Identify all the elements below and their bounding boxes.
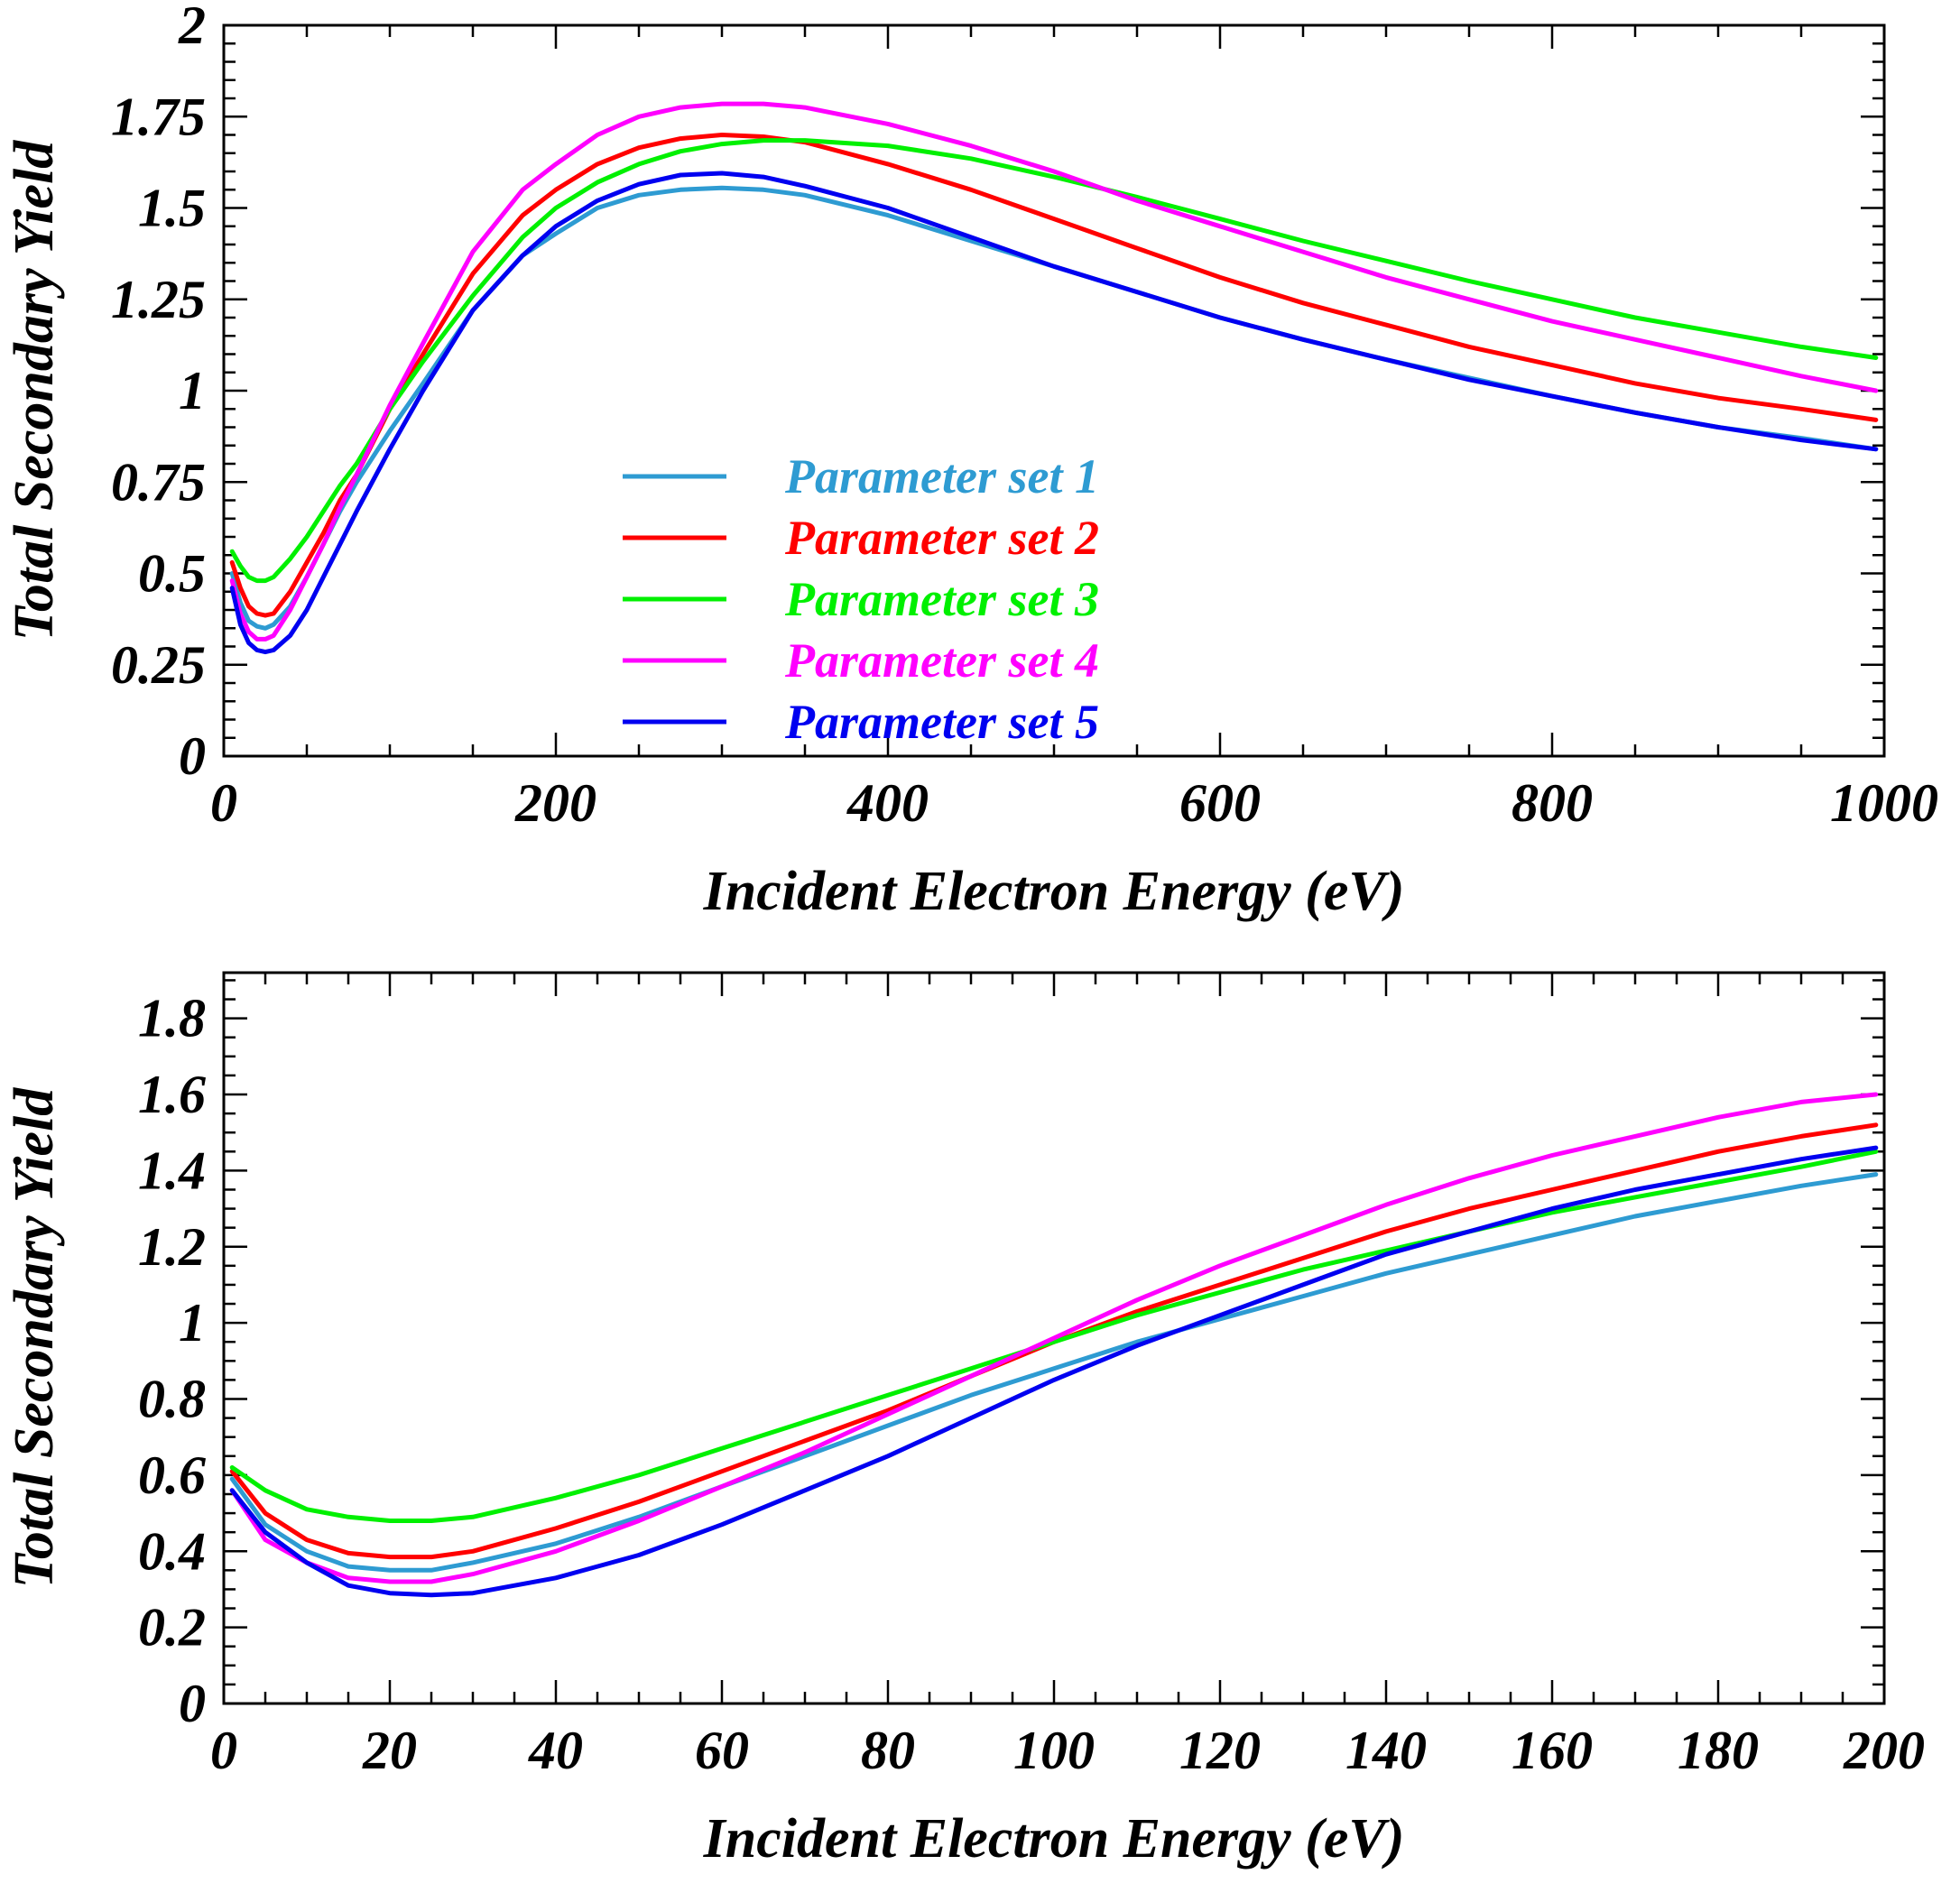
y-tick-label: 0.2 [138, 1598, 206, 1657]
y-tick-label: 0.75 [111, 452, 206, 512]
x-axis-title: Incident Electron Energy (eV) [703, 1808, 1405, 1870]
legend-label-4: Parameter set 4 [784, 633, 1099, 688]
x-tick-label: 0 [210, 1721, 237, 1780]
bottom-chart-panel: 0 20 40 60 80 100 120 140 160 180 200 0 0.2 0.4 0.6 0.8… [4, 971, 1925, 1870]
y-tick-label: 1 [179, 361, 206, 420]
x-tick-label: 0 [210, 773, 237, 833]
y-tick-label: 0 [179, 726, 206, 786]
y-axis-title: Total Secondary Yield [4, 1087, 65, 1589]
y-tick-label: 1.25 [111, 270, 206, 329]
y-tick-label: 0.8 [138, 1370, 206, 1429]
legend-label-1: Parameter set 1 [784, 449, 1099, 503]
x-tick-label: 400 [846, 773, 929, 833]
y-tick-label: 0.6 [138, 1445, 206, 1505]
series-line-3 [229, 138, 1879, 584]
x-tick-label: 140 [1345, 1721, 1427, 1780]
top-chart-panel: 0 200 400 600 800 1000 0 0.25 0.5 0.75 1 1.25 1.5 1.7… [4, 0, 1938, 922]
y-tick-label: 0.4 [138, 1521, 206, 1581]
legend: Parameter set 1 Parameter set 2 Parameter … [623, 449, 1099, 749]
y-tick-label: 0 [179, 1674, 206, 1733]
y-tick-label: 1.8 [138, 989, 206, 1048]
x-tick-label: 800 [1512, 773, 1593, 833]
x-tick-label: 180 [1678, 1721, 1759, 1780]
x-tick-label: 40 [528, 1721, 583, 1780]
series-line-4 [229, 1092, 1879, 1584]
x-tick-label: 1000 [1830, 773, 1938, 833]
y-axis-title: Total Secondary Yield [4, 140, 65, 642]
series-line-5 [229, 171, 1879, 655]
x-tick-label: 200 [514, 773, 596, 833]
y-tick-label: 1.4 [138, 1140, 206, 1200]
series-line-3 [229, 1149, 1879, 1523]
series-line-4 [229, 101, 1879, 642]
y-tick-label: 1.5 [138, 179, 206, 238]
legend-label-5: Parameter set 5 [784, 695, 1099, 749]
series-line-2 [229, 133, 1879, 618]
x-tick-label: 20 [362, 1721, 417, 1780]
x-tick-label: 120 [1179, 1721, 1261, 1780]
x-tick-label: 60 [695, 1721, 749, 1780]
x-tick-label: 160 [1512, 1721, 1593, 1780]
y-tick-label: 1 [179, 1293, 206, 1353]
y-tick-label: 1.75 [111, 87, 206, 146]
x-tick-label: 600 [1179, 773, 1261, 833]
series-line-5 [229, 1145, 1879, 1598]
x-axis-title: Incident Electron Energy (eV) [703, 861, 1405, 922]
y-tick-label: 0.5 [138, 544, 206, 604]
y-tick-label: 2 [178, 0, 206, 55]
series-line-1 [229, 1172, 1879, 1573]
legend-label-3: Parameter set 3 [784, 572, 1099, 626]
y-tick-label: 0.25 [111, 635, 206, 695]
x-tick-label: 100 [1013, 1721, 1095, 1780]
y-tick-label: 1.2 [138, 1217, 206, 1277]
x-tick-label: 200 [1843, 1721, 1925, 1780]
y-tick-label: 1.6 [138, 1065, 206, 1124]
x-tick-label: 80 [861, 1721, 915, 1780]
legend-label-2: Parameter set 2 [784, 511, 1099, 565]
